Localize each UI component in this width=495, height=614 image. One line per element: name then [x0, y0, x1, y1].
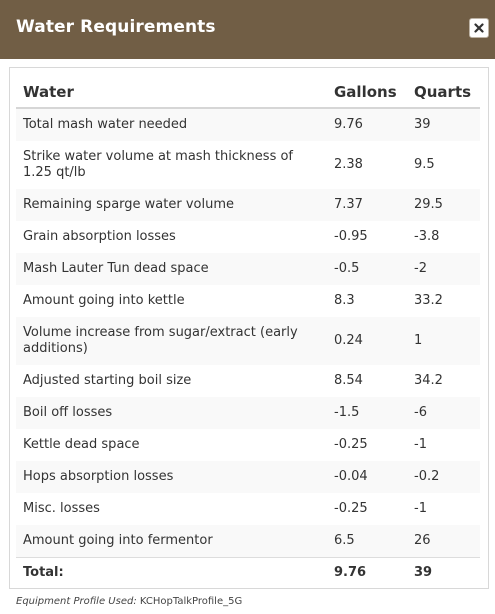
- row-gallons: 6.5: [327, 525, 407, 558]
- row-gallons: -0.95: [327, 221, 407, 253]
- table-row: Adjusted starting boil size 8.54 34.2: [16, 365, 480, 397]
- row-label: Adjusted starting boil size: [16, 365, 327, 397]
- table-row: Total mash water needed 9.76 39: [16, 108, 480, 141]
- close-icon: [474, 23, 484, 33]
- row-quarts: 29.5: [407, 189, 480, 221]
- row-quarts: -0.2: [407, 461, 480, 493]
- equipment-profile-label: Equipment Profile Used:: [16, 596, 137, 607]
- close-button[interactable]: [469, 18, 489, 38]
- table-row: Amount going into fermentor 6.5 26: [16, 525, 480, 558]
- row-quarts: -1: [407, 429, 480, 461]
- row-quarts: 26: [407, 525, 480, 558]
- total-quarts: 39: [407, 557, 480, 588]
- equipment-profile-note: Equipment Profile Used: KCHopTalkProfile…: [16, 596, 242, 607]
- total-gallons: 9.76: [327, 557, 407, 588]
- row-quarts: 39: [407, 108, 480, 141]
- row-quarts: -2: [407, 253, 480, 285]
- row-gallons: 7.37: [327, 189, 407, 221]
- table-row: Volume increase from sugar/extract (earl…: [16, 317, 480, 365]
- row-quarts: 33.2: [407, 285, 480, 317]
- row-gallons: -0.5: [327, 253, 407, 285]
- equipment-profile-value: KCHopTalkProfile_5G: [139, 596, 243, 607]
- row-label: Kettle dead space: [16, 429, 327, 461]
- row-quarts: 1: [407, 317, 480, 365]
- row-label: Grain absorption losses: [16, 221, 327, 253]
- row-label: Boil off losses: [16, 397, 327, 429]
- table-row: Strike water volume at mash thickness of…: [16, 141, 480, 189]
- table-row: Mash Lauter Tun dead space -0.5 -2: [16, 253, 480, 285]
- row-label: Amount going into kettle: [16, 285, 327, 317]
- row-gallons: 9.76: [327, 108, 407, 141]
- total-row: Total: 9.76 39: [16, 557, 480, 588]
- row-label: Strike water volume at mash thickness of…: [16, 141, 327, 189]
- row-gallons: 2.38: [327, 141, 407, 189]
- table-header-row: Water Gallons Quarts: [16, 76, 480, 109]
- row-quarts: 9.5: [407, 141, 480, 189]
- table-row: Boil off losses -1.5 -6: [16, 397, 480, 429]
- row-gallons: 8.3: [327, 285, 407, 317]
- dialog-titlebar: Water Requirements: [0, 0, 495, 59]
- row-label: Hops absorption losses: [16, 461, 327, 493]
- column-header-water: Water: [16, 76, 327, 109]
- row-quarts: -1: [407, 493, 480, 525]
- table-row: Grain absorption losses -0.95 -3.8: [16, 221, 480, 253]
- total-label: Total:: [16, 557, 327, 588]
- row-gallons: -1.5: [327, 397, 407, 429]
- table-row: Misc. losses -0.25 -1: [16, 493, 480, 525]
- column-header-gallons: Gallons: [327, 76, 407, 109]
- row-label: Misc. losses: [16, 493, 327, 525]
- row-label: Total mash water needed: [16, 108, 327, 141]
- row-gallons: 8.54: [327, 365, 407, 397]
- row-label: Remaining sparge water volume: [16, 189, 327, 221]
- table-row: Kettle dead space -0.25 -1: [16, 429, 480, 461]
- table-row: Hops absorption losses -0.04 -0.2: [16, 461, 480, 493]
- row-gallons: -0.25: [327, 429, 407, 461]
- row-quarts: -3.8: [407, 221, 480, 253]
- water-requirements-table: Water Gallons Quarts Total mash water ne…: [16, 76, 480, 588]
- row-label: Mash Lauter Tun dead space: [16, 253, 327, 285]
- row-quarts: 34.2: [407, 365, 480, 397]
- row-label: Amount going into fermentor: [16, 525, 327, 558]
- dialog-title: Water Requirements: [16, 17, 216, 37]
- row-gallons: -0.25: [327, 493, 407, 525]
- table-row: Amount going into kettle 8.3 33.2: [16, 285, 480, 317]
- column-header-quarts: Quarts: [407, 76, 480, 109]
- row-gallons: 0.24: [327, 317, 407, 365]
- row-gallons: -0.04: [327, 461, 407, 493]
- table-row: Remaining sparge water volume 7.37 29.5: [16, 189, 480, 221]
- row-label: Volume increase from sugar/extract (earl…: [16, 317, 327, 365]
- water-requirements-panel: Water Gallons Quarts Total mash water ne…: [9, 67, 489, 589]
- row-quarts: -6: [407, 397, 480, 429]
